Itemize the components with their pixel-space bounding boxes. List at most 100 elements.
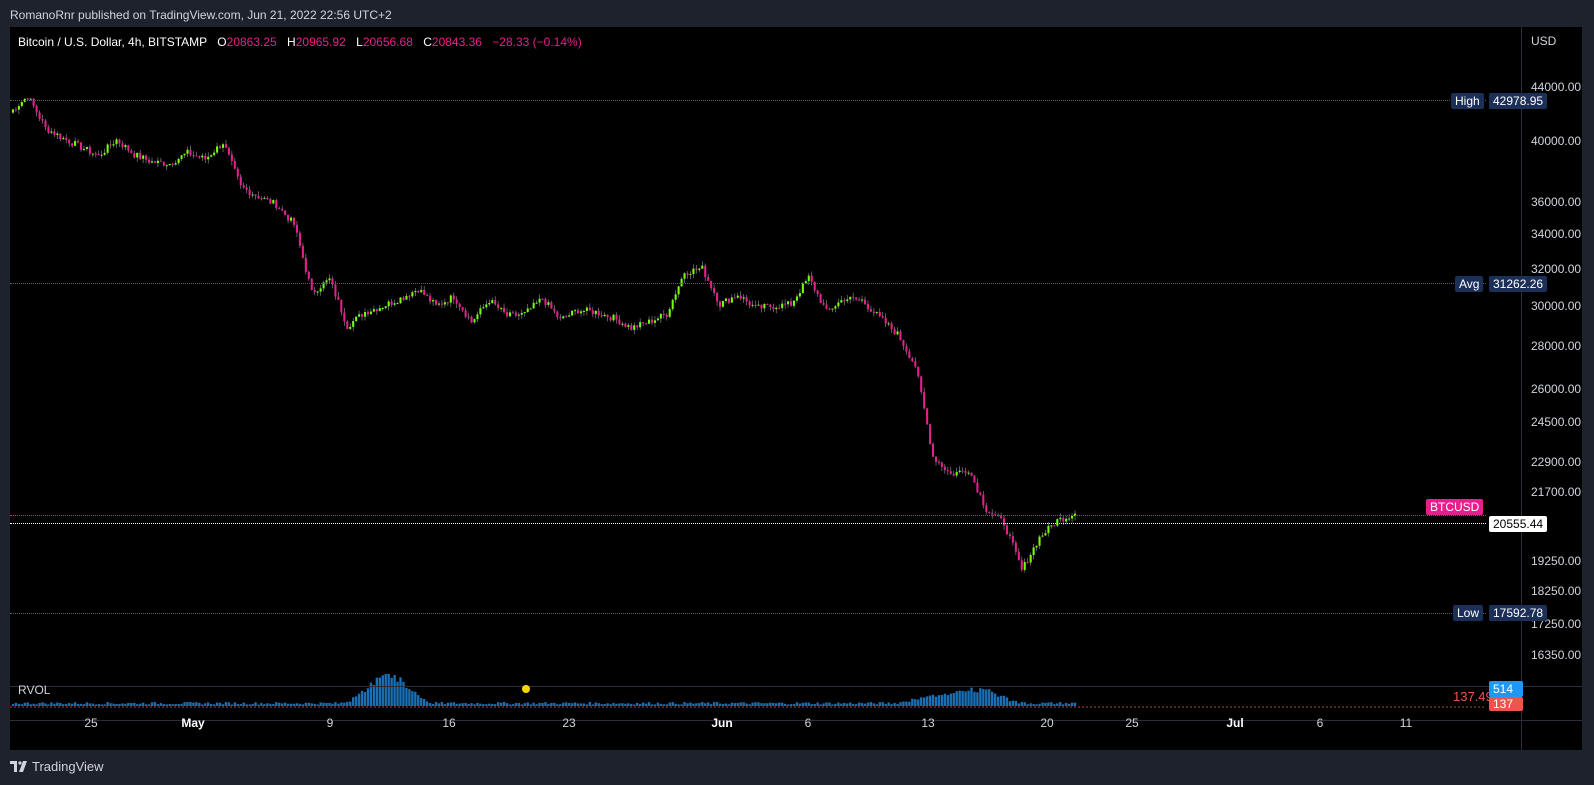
candle-body xyxy=(74,141,77,146)
candle-body xyxy=(582,310,585,312)
volume-bar xyxy=(556,704,559,706)
volume-bar xyxy=(349,701,352,706)
candle-body xyxy=(571,310,574,316)
volume-bar xyxy=(79,703,83,706)
volume-bar xyxy=(470,703,473,706)
volume-bar xyxy=(816,702,819,706)
volume-bar xyxy=(1059,702,1062,706)
candle-body xyxy=(159,160,162,162)
pane-divider[interactable] xyxy=(10,686,1582,687)
price-chart[interactable] xyxy=(10,27,1521,720)
candle-body xyxy=(402,297,405,300)
volume-bar xyxy=(319,702,322,706)
volume-bar xyxy=(1035,704,1038,706)
candle-body xyxy=(718,301,722,307)
candle-body xyxy=(976,482,979,493)
time-tick: 25 xyxy=(1125,716,1139,730)
candle-body xyxy=(778,307,781,309)
volume-bar xyxy=(254,702,257,706)
candle-body xyxy=(121,143,124,148)
volume-bar xyxy=(562,702,565,706)
tradingview-logo-icon xyxy=(10,761,27,772)
volume-bar xyxy=(224,702,228,706)
candle-body xyxy=(494,300,497,305)
volume-bar xyxy=(937,695,941,706)
alert-dot-icon[interactable] xyxy=(522,685,530,693)
candle-body xyxy=(71,143,74,146)
volume-bar xyxy=(150,702,154,706)
volume-bar xyxy=(266,703,269,706)
candle-body xyxy=(381,308,384,310)
volume-bar xyxy=(798,703,802,706)
volume-bar xyxy=(251,703,254,706)
volume-bar xyxy=(594,702,597,706)
volume-bar xyxy=(354,696,358,706)
candle-body xyxy=(523,311,526,313)
volume-bar xyxy=(269,703,272,706)
currency-label[interactable]: USD xyxy=(1531,34,1557,48)
candle-body xyxy=(124,145,127,148)
volume-bar xyxy=(807,702,810,706)
last-price-badge: 20555.44 xyxy=(1489,516,1548,532)
volume-bar xyxy=(23,702,26,706)
volume-bar xyxy=(668,702,671,706)
candle-body xyxy=(994,514,997,516)
candle-body xyxy=(79,142,83,150)
volume-bar xyxy=(532,702,535,706)
candle-body xyxy=(230,154,233,161)
candle-body xyxy=(355,316,358,322)
volume-bar xyxy=(35,704,38,706)
volume-bar xyxy=(1008,701,1012,706)
btcusd-line xyxy=(10,515,1486,516)
candle-body xyxy=(766,304,769,306)
candle-body xyxy=(139,152,142,159)
volume-bar xyxy=(233,702,237,706)
candle-body xyxy=(429,295,432,302)
volume-bar xyxy=(204,703,207,706)
volume-bar xyxy=(198,702,201,706)
candle-body xyxy=(884,317,887,324)
volume-bar xyxy=(100,704,103,706)
candle-body xyxy=(307,271,310,279)
candle-body xyxy=(97,154,100,156)
volume-bar xyxy=(529,704,532,706)
candle-body xyxy=(180,155,183,159)
chart-frame[interactable]: Bitcoin / U.S. Dollar, 4h, BITSTAMP O208… xyxy=(10,27,1582,750)
volume-bar xyxy=(343,702,346,706)
candle-body xyxy=(597,310,600,316)
candle-body xyxy=(145,155,148,160)
candle-body xyxy=(106,144,109,153)
volume-bar xyxy=(393,675,396,706)
volume-bar xyxy=(411,691,414,706)
volume-bar xyxy=(508,704,512,706)
candle-body xyxy=(174,163,177,165)
volume-bar xyxy=(538,702,541,706)
volume-bar xyxy=(396,681,399,706)
candle-body xyxy=(1035,545,1038,548)
candle-body xyxy=(893,329,896,335)
rvol-title[interactable]: RVOL xyxy=(18,683,51,697)
volume-bar xyxy=(11,704,15,706)
candle-body xyxy=(713,288,716,293)
volume-bar xyxy=(955,691,958,706)
volume-bar xyxy=(905,701,908,706)
volume-bar xyxy=(14,702,18,706)
candle-body xyxy=(831,308,834,310)
volume-bar xyxy=(192,702,195,706)
candle-body xyxy=(423,289,426,295)
volume-bar xyxy=(742,702,745,706)
volume-bar xyxy=(612,702,615,706)
volume-bar xyxy=(603,703,606,706)
candle-body xyxy=(973,475,976,483)
candle-body xyxy=(411,292,414,297)
volume-bar xyxy=(171,704,174,706)
volume-bar xyxy=(970,687,973,706)
time-tick: 20 xyxy=(1040,716,1054,730)
volume-bar xyxy=(44,703,47,706)
candle-body xyxy=(763,304,766,309)
volume-bar xyxy=(751,702,754,706)
volume-bar xyxy=(186,702,189,706)
volume-bar xyxy=(239,704,242,706)
volume-bar xyxy=(162,704,166,706)
tradingview-brand[interactable]: TradingView xyxy=(10,759,104,774)
